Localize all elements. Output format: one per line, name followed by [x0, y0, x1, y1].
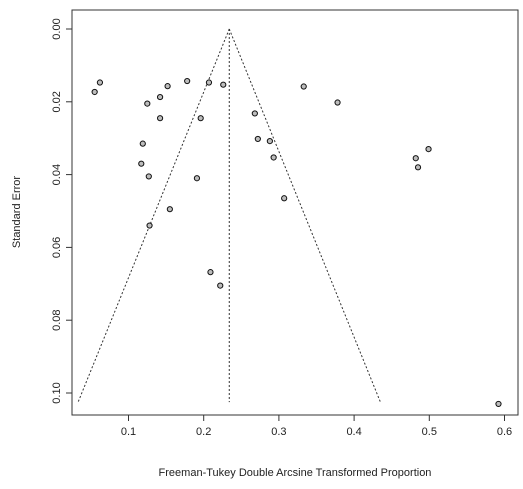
data-point [96, 79, 104, 86]
y-tick-label: 0.06 [51, 237, 63, 258]
data-point [495, 400, 502, 408]
data-point [251, 110, 258, 117]
data-points [91, 77, 502, 408]
y-axis: 0.00 0.02 0.04 0.06 0.08 0.10 [51, 18, 72, 404]
data-point [184, 77, 191, 85]
y-tick-label: 0.08 [51, 309, 63, 330]
funnel-left-line [77, 28, 230, 403]
data-point [139, 140, 146, 147]
data-point [166, 206, 173, 213]
x-axis-title: Freeman-Tukey Double Arcsine Transformed… [159, 467, 432, 479]
data-point [414, 164, 422, 171]
y-tick-label: 0.10 [51, 382, 63, 403]
x-tick-label: 0.2 [196, 426, 211, 438]
data-point [156, 115, 164, 122]
data-point [220, 81, 227, 88]
data-point [193, 175, 201, 182]
data-point [205, 79, 213, 86]
x-tick-label: 0.5 [422, 426, 437, 438]
x-tick-label: 0.3 [271, 426, 286, 438]
data-point [281, 195, 288, 202]
data-point [91, 88, 98, 96]
data-point [266, 138, 273, 145]
data-point [145, 173, 152, 180]
data-point [300, 83, 307, 90]
y-tick-label: 0.02 [51, 91, 63, 112]
data-point [138, 160, 145, 167]
data-point [270, 154, 277, 161]
plot-frame [71, 9, 519, 416]
plot-border [71, 9, 519, 416]
data-point [254, 135, 261, 143]
y-tick-label: 0.00 [51, 18, 63, 39]
data-point [207, 269, 214, 276]
y-axis-title: Standard Error [11, 176, 23, 248]
data-point [144, 100, 151, 107]
x-tick-label: 0.1 [121, 426, 136, 438]
data-point [412, 155, 419, 162]
x-tick-label: 0.4 [346, 426, 361, 438]
data-point [425, 146, 432, 153]
data-point [164, 83, 171, 90]
x-tick-label: 0.6 [497, 426, 512, 438]
x-axis: 0.1 0.2 0.3 0.4 0.5 0.6 [121, 415, 512, 438]
data-point [146, 222, 153, 229]
funnel-right-line [228, 28, 381, 403]
data-point [156, 93, 164, 101]
data-point [217, 282, 224, 289]
data-point [197, 115, 204, 122]
data-point [334, 99, 341, 106]
funnel-lines [77, 28, 381, 403]
y-tick-label: 0.04 [51, 164, 63, 185]
